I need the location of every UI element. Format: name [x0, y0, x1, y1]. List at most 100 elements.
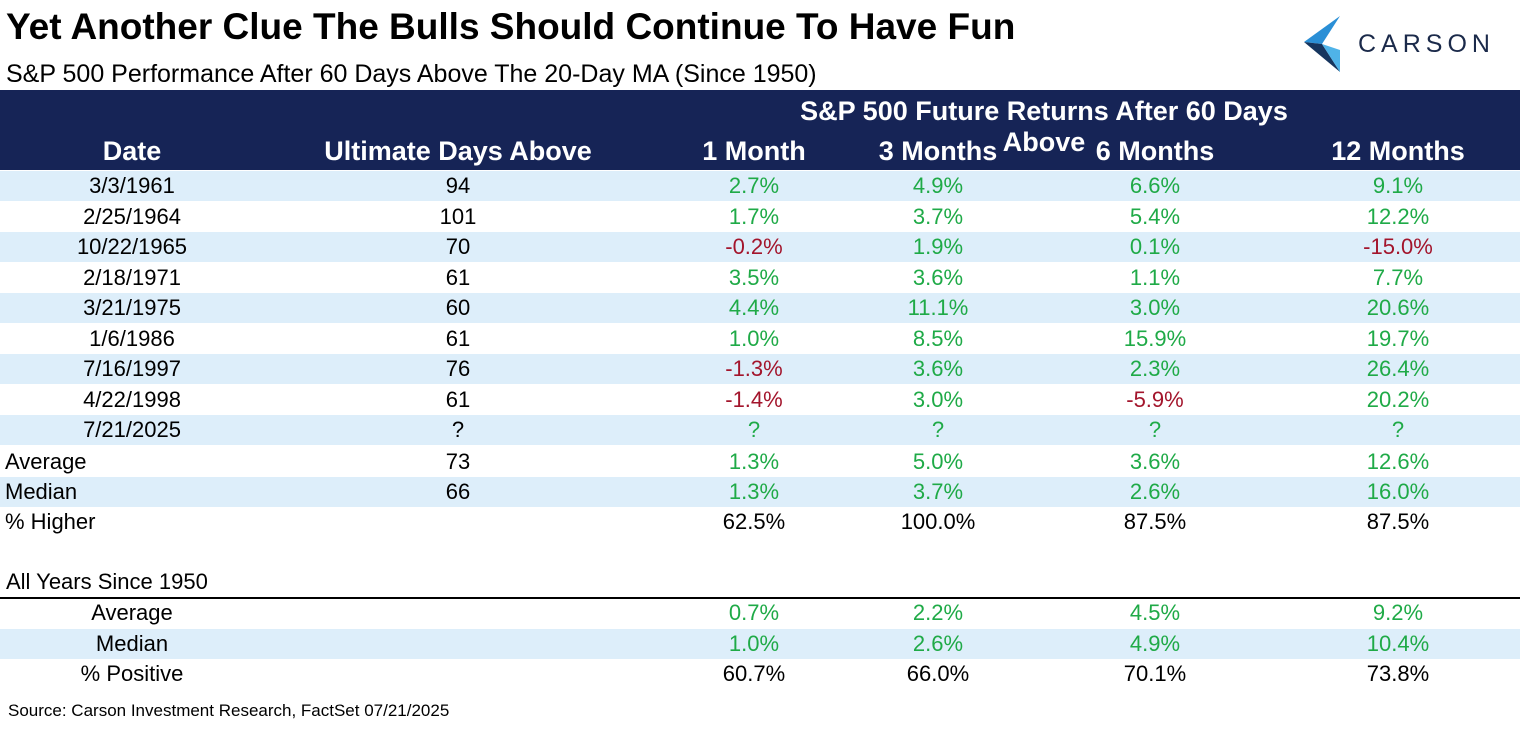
cell: 19.7% — [1366, 325, 1430, 351]
cell: 9.1% — [1372, 173, 1424, 198]
cell: Median — [5, 479, 78, 504]
cell: -5.9% — [1126, 386, 1184, 412]
row-stripe — [0, 171, 1520, 201]
cell: 3.6% — [912, 356, 964, 381]
cell: 2.6% — [1129, 479, 1181, 504]
cell: 100.0% — [900, 509, 976, 534]
cell: 4.9% — [1129, 630, 1181, 656]
cell: ? — [1391, 417, 1405, 442]
cell: 2.7% — [728, 173, 780, 198]
cell: -1.3% — [725, 356, 783, 381]
cell: 4.5% — [1129, 600, 1181, 625]
cell: -15.0% — [1363, 234, 1433, 259]
cell: 3.7% — [912, 203, 964, 229]
cell: 1.9% — [912, 234, 964, 259]
cell: 10.4% — [1366, 630, 1430, 656]
subtitle: S&P 500 Performance After 60 Days Above … — [6, 60, 817, 88]
row-stripe — [0, 354, 1520, 384]
cell: 12.2% — [1366, 203, 1430, 229]
cell: 3/21/1975 — [83, 295, 181, 320]
cell: 12.6% — [1366, 449, 1430, 474]
cell: ? — [1148, 417, 1162, 442]
cell: 20.2% — [1366, 386, 1430, 412]
cell: 2/25/1964 — [83, 203, 181, 229]
cell: ? — [451, 417, 465, 442]
cell: 6.6% — [1129, 173, 1181, 198]
cell: 5.4% — [1129, 203, 1181, 229]
column-header: 6 Months — [1095, 136, 1215, 166]
cell: 4.9% — [912, 173, 964, 198]
cell: 61 — [445, 264, 471, 290]
cell: -0.2% — [725, 234, 783, 259]
title: Yet Another Clue The Bulls Should Contin… — [6, 6, 1016, 47]
cell: 70 — [445, 234, 471, 259]
cell: 2/18/1971 — [83, 264, 181, 290]
cell: 1/6/1986 — [89, 325, 175, 351]
cell: % Higher — [5, 509, 96, 534]
cell: 87.5% — [1366, 509, 1430, 534]
column-header: 3 Months — [878, 136, 998, 166]
cell: 7/21/2025 — [83, 417, 181, 442]
cell: 3.7% — [912, 479, 964, 504]
cell: 3/3/1961 — [89, 173, 175, 198]
header-band — [0, 90, 1520, 170]
cell: 3.0% — [1129, 295, 1181, 320]
column-header: 12 Months — [1331, 136, 1465, 166]
cell: 8.5% — [912, 325, 964, 351]
cell: 61 — [445, 386, 471, 412]
cell: Median — [95, 630, 169, 656]
section-title: All Years Since 1950 — [6, 569, 208, 594]
cell: 3.5% — [728, 264, 780, 290]
cell: 1.3% — [728, 479, 780, 504]
cell: 20.6% — [1366, 295, 1430, 320]
cell: 1.0% — [728, 325, 780, 351]
row-stripe — [0, 232, 1520, 262]
row-stripe — [0, 628, 1520, 659]
source: Source: Carson Investment Research, Fact… — [8, 701, 450, 720]
cell: 1.0% — [728, 630, 780, 656]
cell: 15.9% — [1123, 325, 1187, 351]
cell: 87.5% — [1123, 509, 1187, 534]
cell: 76 — [445, 356, 471, 381]
logo-text: CARSON — [1358, 30, 1495, 58]
cell: -1.4% — [725, 386, 783, 412]
cell: Average — [5, 449, 87, 474]
cell: 2.2% — [912, 600, 964, 625]
column-header: 1 Month — [702, 136, 806, 166]
cell: 73.8% — [1366, 661, 1430, 686]
cell: 60 — [445, 295, 471, 320]
row-stripe — [0, 415, 1520, 445]
cell: % Positive — [80, 661, 184, 686]
cell: 26.4% — [1366, 356, 1430, 381]
cell: 62.5% — [722, 509, 786, 534]
cell: 66.0% — [906, 661, 970, 686]
cell: 66 — [445, 479, 471, 504]
cell: 2.3% — [1129, 356, 1181, 381]
cell: ? — [931, 417, 945, 442]
column-header: Ultimate Days Above — [324, 136, 592, 166]
cell: 2.6% — [912, 630, 964, 656]
cell: 4/22/1998 — [83, 386, 181, 412]
cell: 94 — [445, 173, 471, 198]
cell: 3.6% — [1129, 449, 1181, 474]
cell: 60.7% — [722, 661, 786, 686]
row-stripe — [0, 477, 1520, 507]
cell: 9.2% — [1372, 600, 1424, 625]
cell: 1.7% — [728, 203, 780, 229]
cell: 7/16/1997 — [83, 356, 181, 381]
cell: 10/22/1965 — [76, 234, 188, 259]
cell: ? — [747, 417, 761, 442]
cell: 101 — [439, 203, 477, 229]
cell: 1.1% — [1129, 264, 1181, 290]
cell: 0.7% — [728, 600, 780, 625]
cell: 7.7% — [1372, 264, 1424, 290]
cell: 61 — [445, 325, 471, 351]
cell: 16.0% — [1366, 479, 1430, 504]
cell: 3.0% — [912, 386, 964, 412]
cell: 11.1% — [907, 295, 969, 320]
cell: 4.4% — [728, 295, 780, 320]
cell: 3.6% — [912, 264, 964, 290]
cell: 1.3% — [728, 449, 780, 474]
cell: 5.0% — [912, 449, 964, 474]
